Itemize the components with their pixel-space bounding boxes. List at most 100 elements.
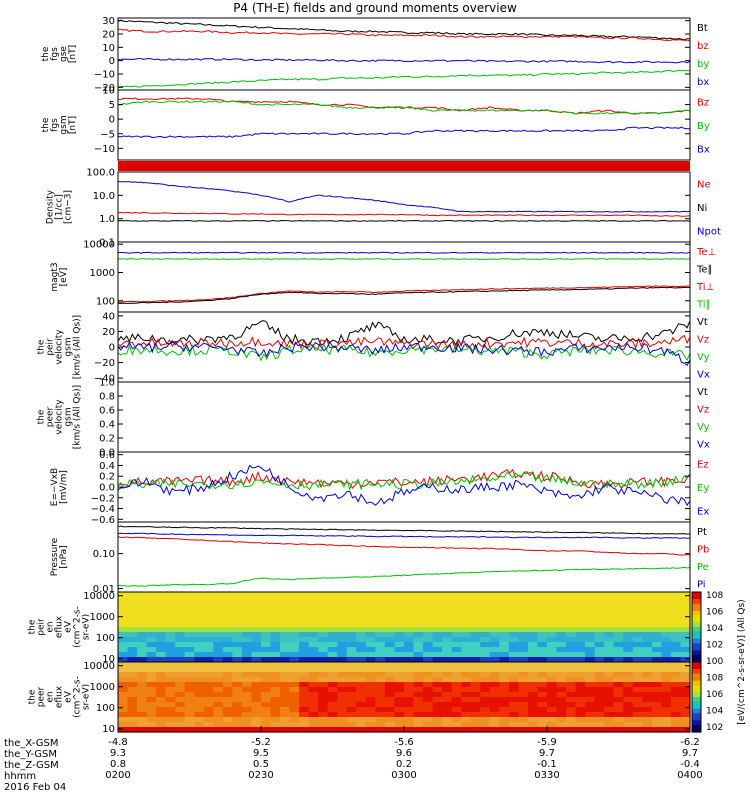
spectrogram-cell bbox=[222, 602, 233, 608]
spectrogram-cell bbox=[203, 722, 214, 728]
spectrogram-cell bbox=[451, 697, 462, 703]
spectrogram-cell bbox=[632, 622, 643, 628]
spectrogram-cell bbox=[318, 727, 329, 733]
spectrogram-cell bbox=[661, 627, 672, 633]
spectrogram-cell bbox=[680, 682, 691, 688]
colorbar-ion bbox=[692, 657, 701, 661]
spectrogram-cell bbox=[442, 632, 453, 638]
spectrogram-cell bbox=[375, 622, 386, 628]
spectrogram-cell bbox=[118, 627, 129, 633]
spectrogram-cell bbox=[289, 687, 300, 693]
spectrogram-cell bbox=[394, 647, 405, 653]
spectrogram-cell bbox=[327, 617, 338, 623]
spectrogram-cell bbox=[470, 657, 481, 663]
spectrogram-cell bbox=[222, 607, 233, 613]
spectrogram-cell bbox=[451, 682, 462, 688]
spectrogram-cell bbox=[299, 672, 310, 678]
spectrogram-cell bbox=[585, 682, 596, 688]
y-axis-label-line: the bbox=[41, 117, 51, 132]
spectrogram-cell bbox=[661, 692, 672, 698]
spectrogram-cell bbox=[489, 657, 500, 663]
spectrogram-cell bbox=[308, 627, 319, 633]
y-axis-label: Density [1/cc] [cm−3] bbox=[46, 189, 74, 224]
colorbar-electron bbox=[692, 687, 701, 691]
spectrogram-cell bbox=[470, 622, 481, 628]
spectrogram-cell bbox=[165, 717, 176, 723]
spectrogram-cell bbox=[404, 597, 415, 603]
spectrogram-cell bbox=[375, 692, 386, 698]
spectrogram-cell bbox=[670, 697, 681, 703]
spectrogram-cell bbox=[594, 617, 605, 623]
spectrogram-cell bbox=[451, 647, 462, 653]
spectrogram-cell bbox=[203, 632, 214, 638]
x-tick-label: 9.3 bbox=[110, 748, 126, 759]
spectrogram-cell bbox=[470, 637, 481, 643]
spectrogram-cell bbox=[432, 607, 443, 613]
spectrogram-cell bbox=[556, 692, 567, 698]
spectrogram-cell bbox=[461, 612, 472, 618]
spectrogram-cell bbox=[213, 592, 224, 598]
spectrogram-cell bbox=[651, 727, 662, 733]
spectrogram-cell bbox=[632, 687, 643, 693]
spectrogram-cell bbox=[451, 677, 462, 683]
spectrogram-cell bbox=[632, 602, 643, 608]
y-axis-label-line: fgs bbox=[50, 118, 60, 132]
spectrogram-cell bbox=[222, 722, 233, 728]
spectrogram-cell bbox=[470, 672, 481, 678]
spectrogram-cell bbox=[547, 707, 558, 713]
spectrogram-cell bbox=[432, 622, 443, 628]
spectrogram-cell bbox=[375, 727, 386, 733]
spectrogram-cell bbox=[670, 667, 681, 673]
spectrogram-cell bbox=[251, 727, 262, 733]
spectrogram-cell bbox=[623, 727, 634, 733]
spectrogram-cell bbox=[623, 692, 634, 698]
spectrogram-cell bbox=[547, 637, 558, 643]
spectrogram-cell bbox=[127, 607, 138, 613]
spectrogram-cell bbox=[585, 717, 596, 723]
spectrogram-cell bbox=[432, 702, 443, 708]
spectrogram-cell bbox=[146, 672, 157, 678]
spectrogram-cell bbox=[394, 657, 405, 663]
spectrogram-cell bbox=[194, 692, 205, 698]
spectrogram-cell bbox=[308, 692, 319, 698]
spectrogram-cell bbox=[680, 692, 691, 698]
spectrogram-cell bbox=[489, 597, 500, 603]
spectrogram-cell bbox=[623, 607, 634, 613]
spectrogram-cell bbox=[585, 617, 596, 623]
y-axis-label: the peer en eflux eV (cm^2-s-sr-eV) bbox=[28, 676, 92, 718]
spectrogram-cell bbox=[661, 697, 672, 703]
spectrogram-cell bbox=[575, 592, 586, 598]
spectrogram-cell bbox=[575, 617, 586, 623]
spectrogram-cell bbox=[280, 647, 291, 653]
spectrogram-cell bbox=[346, 622, 357, 628]
y-axis-label-line: fgs bbox=[50, 47, 60, 61]
spectrogram-cell bbox=[337, 687, 348, 693]
spectrogram-cell bbox=[222, 707, 233, 713]
spectrogram-cell bbox=[575, 612, 586, 618]
spectrogram-cell bbox=[604, 622, 615, 628]
spectrogram-cell bbox=[251, 687, 262, 693]
spectrogram-cell bbox=[127, 682, 138, 688]
spectrogram-cell bbox=[375, 672, 386, 678]
spectrogram-cell bbox=[156, 607, 167, 613]
spectrogram-cell bbox=[318, 722, 329, 728]
spectrogram-cell bbox=[299, 597, 310, 603]
spectrogram-cell bbox=[670, 632, 681, 638]
spectrogram-cell bbox=[594, 712, 605, 718]
spectrogram-cell bbox=[384, 592, 395, 598]
spectrogram-cell bbox=[623, 667, 634, 673]
spectrogram-cell bbox=[613, 617, 624, 623]
spectrogram-cell bbox=[308, 697, 319, 703]
x-tick-label: 9.7 bbox=[539, 748, 555, 759]
spectrogram-cell bbox=[365, 592, 376, 598]
spectrogram-cell bbox=[470, 647, 481, 653]
spectrogram-cell bbox=[261, 617, 272, 623]
spectrogram-cell bbox=[356, 617, 367, 623]
legend-Bt: Bt bbox=[697, 23, 708, 34]
spectrogram-cell bbox=[308, 722, 319, 728]
spectrogram-cell bbox=[680, 607, 691, 613]
spectrogram-cell bbox=[375, 677, 386, 683]
spectrogram-cell bbox=[213, 657, 224, 663]
spectrogram-cell bbox=[203, 682, 214, 688]
spectrogram-cell bbox=[356, 667, 367, 673]
